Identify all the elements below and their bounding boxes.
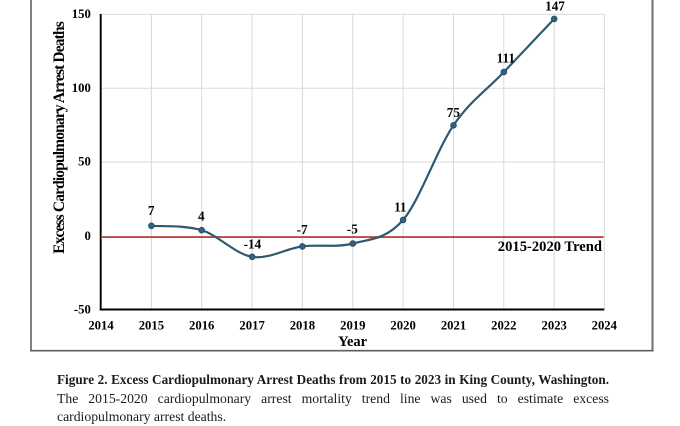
svg-text:-50: -50 xyxy=(74,303,91,317)
svg-text:2020: 2020 xyxy=(390,318,415,332)
svg-text:7: 7 xyxy=(148,203,155,218)
svg-text:Year: Year xyxy=(338,334,368,350)
svg-text:100: 100 xyxy=(72,81,91,95)
svg-text:2014: 2014 xyxy=(88,318,114,332)
svg-text:2022: 2022 xyxy=(491,318,516,332)
svg-text:150: 150 xyxy=(72,7,91,21)
svg-text:-7: -7 xyxy=(297,222,308,237)
svg-text:111: 111 xyxy=(497,51,515,66)
svg-text:2016: 2016 xyxy=(189,318,214,332)
svg-text:0: 0 xyxy=(84,229,90,243)
svg-text:2024: 2024 xyxy=(592,318,618,332)
svg-text:2019: 2019 xyxy=(340,318,365,332)
svg-text:2018: 2018 xyxy=(290,318,315,332)
svg-text:-5: -5 xyxy=(347,221,358,236)
svg-text:147: 147 xyxy=(545,0,565,13)
svg-text:2015: 2015 xyxy=(139,318,164,332)
svg-text:11: 11 xyxy=(394,199,406,214)
svg-text:2017: 2017 xyxy=(239,318,265,332)
svg-text:2023: 2023 xyxy=(542,318,567,332)
svg-text:Excess Cardiopulmonary Arrest: Excess Cardiopulmonary Arrest Deaths xyxy=(51,21,68,254)
svg-text:4: 4 xyxy=(198,209,205,224)
svg-text:50: 50 xyxy=(78,155,91,169)
svg-text:2015-2020 Trend: 2015-2020 Trend xyxy=(498,239,602,255)
svg-text:-14: -14 xyxy=(244,236,262,251)
svg-text:2021: 2021 xyxy=(441,318,466,332)
svg-text:75: 75 xyxy=(447,105,461,120)
